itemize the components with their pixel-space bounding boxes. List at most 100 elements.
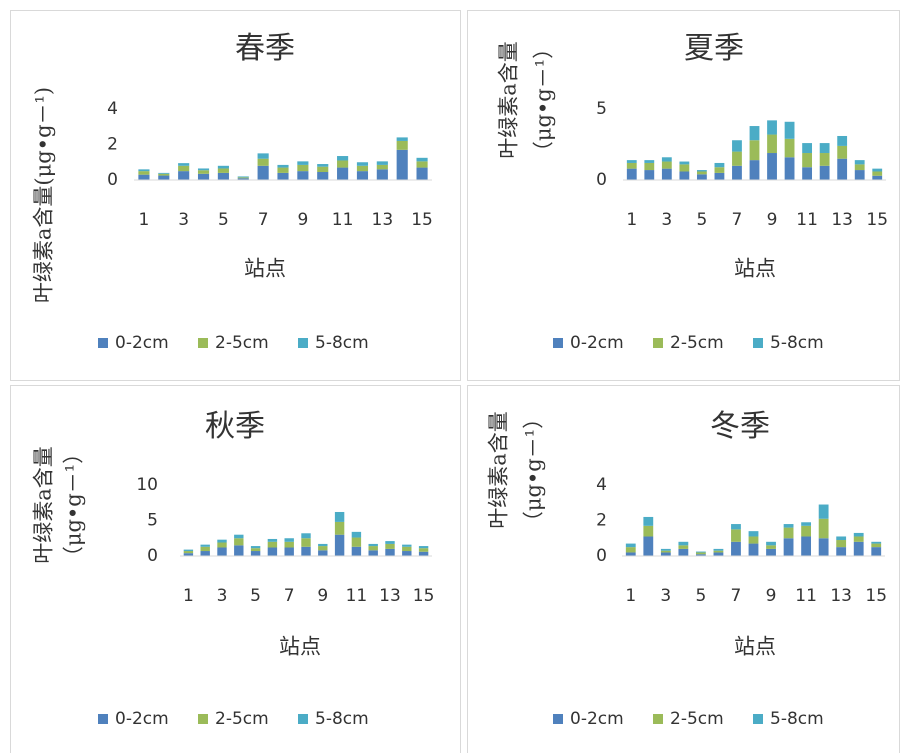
y-tick-label: 2 xyxy=(596,511,607,531)
x-tick-label: 5 xyxy=(218,210,229,230)
bar-segment xyxy=(301,538,311,547)
bar-segment xyxy=(334,511,345,522)
legend-swatch xyxy=(753,338,763,348)
bar-segment xyxy=(767,134,777,154)
legend-label: 2-5cm xyxy=(670,333,724,353)
bar-segment xyxy=(396,137,408,141)
bar-segment xyxy=(277,164,289,168)
bar-segment xyxy=(217,172,229,180)
bar-segment xyxy=(416,161,428,168)
bar-segment xyxy=(197,168,210,171)
bar-segment xyxy=(818,504,829,519)
bar-segment xyxy=(713,552,724,556)
bar-segment xyxy=(854,164,865,171)
bar-segment xyxy=(418,551,429,556)
bar-segment xyxy=(267,547,278,556)
bar-segment xyxy=(138,169,150,172)
bar-segment xyxy=(749,126,760,141)
bar-segment xyxy=(267,538,278,542)
bar-segment xyxy=(257,165,269,180)
bar-segment xyxy=(644,162,655,171)
x-axis-title: 站点 xyxy=(244,257,286,281)
bar-segment xyxy=(385,541,395,544)
x-tick-label: 9 xyxy=(766,586,777,606)
bar-segment xyxy=(784,138,795,158)
bar-segment xyxy=(696,170,707,172)
bar-segment xyxy=(284,538,294,542)
bar-segment xyxy=(732,151,742,166)
bar-segment xyxy=(402,546,412,552)
bar-segment xyxy=(183,549,194,552)
bar-segment xyxy=(766,541,776,546)
bar-segment xyxy=(660,548,671,551)
bar-segment xyxy=(625,543,636,548)
x-tick-label: 5 xyxy=(696,210,707,230)
panel-border xyxy=(467,385,900,753)
bar-segment xyxy=(660,552,671,556)
bar-segment xyxy=(250,546,261,549)
bar-segment xyxy=(837,158,848,180)
chart-title: 春季 xyxy=(235,31,295,66)
bar-segment xyxy=(854,160,865,165)
x-tick-label: 11 xyxy=(796,210,818,230)
chart-title: 冬季 xyxy=(710,409,770,444)
x-tick-label: 13 xyxy=(830,586,852,606)
bar-segment xyxy=(376,161,388,165)
x-tick-label: 9 xyxy=(297,210,308,230)
bar-segment xyxy=(767,120,777,135)
y-axis-title: 叶绿素a含量 xyxy=(32,446,56,564)
bar-segment xyxy=(748,536,759,544)
bar-segment xyxy=(416,167,428,180)
y-axis-title: （μg•g－¹） xyxy=(62,443,86,567)
bar-segment xyxy=(317,166,329,173)
x-tick-label: 7 xyxy=(258,210,269,230)
bar-segment xyxy=(385,543,395,549)
chart-title: 夏季 xyxy=(684,31,744,66)
legend-swatch xyxy=(653,714,663,724)
bar-segment xyxy=(385,548,395,556)
y-tick-label: 4 xyxy=(107,99,118,119)
bar-segment xyxy=(200,546,210,552)
bar-segment xyxy=(237,177,249,179)
x-tick-label: 13 xyxy=(372,210,394,230)
bar-segment xyxy=(643,536,654,556)
bar-segment xyxy=(661,161,672,169)
bar-segment xyxy=(678,545,689,549)
legend-label: 5-8cm xyxy=(315,709,369,729)
bar-segment xyxy=(626,160,637,163)
bar-segment xyxy=(138,174,150,180)
bar-segment xyxy=(732,165,742,180)
legend-swatch xyxy=(298,714,308,724)
bar-segment xyxy=(284,541,294,548)
bar-segment xyxy=(783,538,794,556)
bar-segment xyxy=(713,550,724,553)
bar-segment xyxy=(277,167,289,173)
bar-segment xyxy=(853,532,864,537)
bar-segment xyxy=(731,524,741,530)
x-tick-label: 15 xyxy=(413,586,435,606)
bar-segment xyxy=(749,140,760,161)
x-tick-label: 11 xyxy=(332,210,354,230)
bar-segment xyxy=(178,163,190,166)
bar-segment xyxy=(819,143,830,154)
bar-segment xyxy=(217,168,229,173)
bar-segment xyxy=(714,172,725,180)
bar-segment xyxy=(766,545,776,549)
bar-segment xyxy=(714,167,725,173)
y-tick-label: 0 xyxy=(107,170,118,190)
bar-segment xyxy=(731,529,741,542)
bar-segment xyxy=(178,165,190,172)
bar-segment xyxy=(317,172,329,180)
bar-segment xyxy=(217,542,227,548)
bar-segment xyxy=(334,521,345,535)
legend-label: 5-8cm xyxy=(315,333,369,353)
bar-segment xyxy=(801,525,812,537)
bar-segment xyxy=(250,548,261,552)
legend-swatch xyxy=(198,714,208,724)
bar-segment xyxy=(356,162,369,166)
bar-segment xyxy=(732,140,742,152)
bar-segment xyxy=(625,547,636,553)
bar-segment xyxy=(396,149,408,180)
bar-segment xyxy=(679,164,690,172)
bar-segment xyxy=(854,170,865,180)
